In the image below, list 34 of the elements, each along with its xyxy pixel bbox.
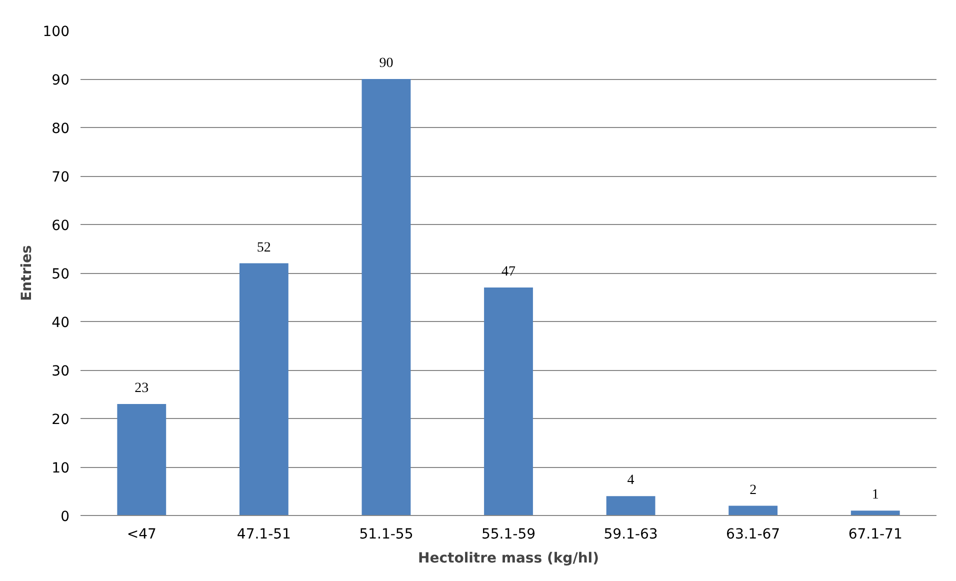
bar <box>850 510 900 516</box>
y-tick-label: 60 <box>52 218 70 234</box>
bar <box>362 79 411 516</box>
y-tick-label: 100 <box>42 24 70 40</box>
bar <box>117 404 166 516</box>
data-label: 1 <box>872 488 879 503</box>
data-label: 4 <box>627 473 634 488</box>
x-axis-title: Hectolitre mass (kg/hl) <box>418 550 599 566</box>
x-tick-label: 59.1-63 <box>604 526 658 542</box>
y-tick-label: 10 <box>52 460 70 476</box>
y-tick-label: 0 <box>60 509 70 525</box>
y-tick-label: 50 <box>52 266 70 282</box>
x-tick-label: 67.1-71 <box>848 526 902 542</box>
y-tick-label: 80 <box>52 121 70 137</box>
y-tick-label: 90 <box>52 72 70 88</box>
data-label: 2 <box>750 482 757 498</box>
bar <box>239 263 288 516</box>
y-tick-label: 20 <box>52 412 70 428</box>
x-tick-label: 55.1-59 <box>481 526 536 542</box>
y-tick-label: 40 <box>52 315 70 331</box>
data-label: 47 <box>502 264 516 280</box>
y-tick-label: 70 <box>52 170 70 186</box>
y-axis-title: Entries <box>18 245 35 301</box>
x-tick-label: 51.1-55 <box>359 526 414 542</box>
x-tick-label: <47 <box>126 526 156 542</box>
x-tick-label: 63.1-67 <box>726 526 780 542</box>
data-label: 23 <box>134 380 149 396</box>
data-label: 90 <box>379 56 394 71</box>
y-tick-label: 30 <box>52 364 70 380</box>
data-label: 52 <box>256 240 271 256</box>
bar <box>728 506 778 516</box>
x-tick-label: 47.1-51 <box>236 526 291 542</box>
bar <box>484 288 533 516</box>
bar <box>606 496 656 516</box>
